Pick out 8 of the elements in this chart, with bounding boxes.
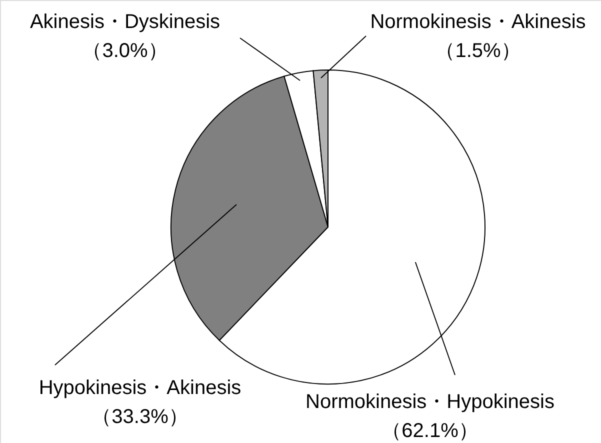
slice-label: Normokinesis・Akinesis	[370, 11, 586, 33]
data-label: （3.0%）	[82, 40, 168, 62]
slice-label: Normokinesis・Hypokinesis	[306, 391, 554, 413]
data-label: （62.1%）	[382, 420, 478, 442]
data-label: （33.3%）	[92, 406, 188, 428]
data-label: （1.5%）	[435, 40, 521, 62]
slice-label: Hypokinesis・Akinesis	[38, 377, 242, 399]
slice-label: Akinesis・Dyskinesis	[30, 11, 220, 33]
